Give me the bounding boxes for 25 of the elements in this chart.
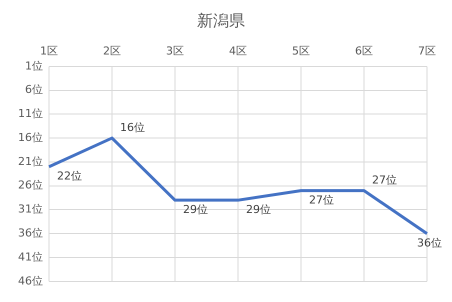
y-tick-label: 36位 bbox=[18, 226, 43, 240]
x-tick-label: 1区 bbox=[40, 44, 58, 58]
y-tick-label: 31位 bbox=[18, 202, 43, 216]
y-tick-label: 1位 bbox=[24, 59, 43, 72]
data-label: 27位 bbox=[372, 173, 397, 186]
y-tick-label: 21位 bbox=[18, 154, 43, 168]
y-tick-label: 26位 bbox=[18, 178, 43, 192]
data-label: 27位 bbox=[309, 193, 334, 206]
y-tick-label: 41位 bbox=[18, 250, 43, 264]
data-label: 16位 bbox=[120, 120, 145, 134]
y-tick-label: 16位 bbox=[18, 130, 43, 144]
data-label: 29位 bbox=[246, 203, 271, 216]
x-tick-label: 7区 bbox=[418, 44, 436, 58]
data-label: 29位 bbox=[183, 203, 208, 216]
y-tick-label: 11位 bbox=[18, 107, 43, 120]
x-tick-label: 6区 bbox=[355, 44, 373, 58]
x-tick-label: 4区 bbox=[229, 44, 247, 58]
y-tick-label: 46位 bbox=[18, 274, 43, 288]
data-label: 36位 bbox=[417, 236, 442, 250]
x-tick-label: 3区 bbox=[166, 44, 184, 58]
x-tick-label: 2区 bbox=[103, 44, 121, 58]
x-tick-label: 5区 bbox=[292, 44, 310, 58]
y-tick-label: 6位 bbox=[24, 83, 43, 96]
chart-title: 新潟県 bbox=[197, 10, 245, 30]
data-label: 22位 bbox=[56, 170, 82, 183]
